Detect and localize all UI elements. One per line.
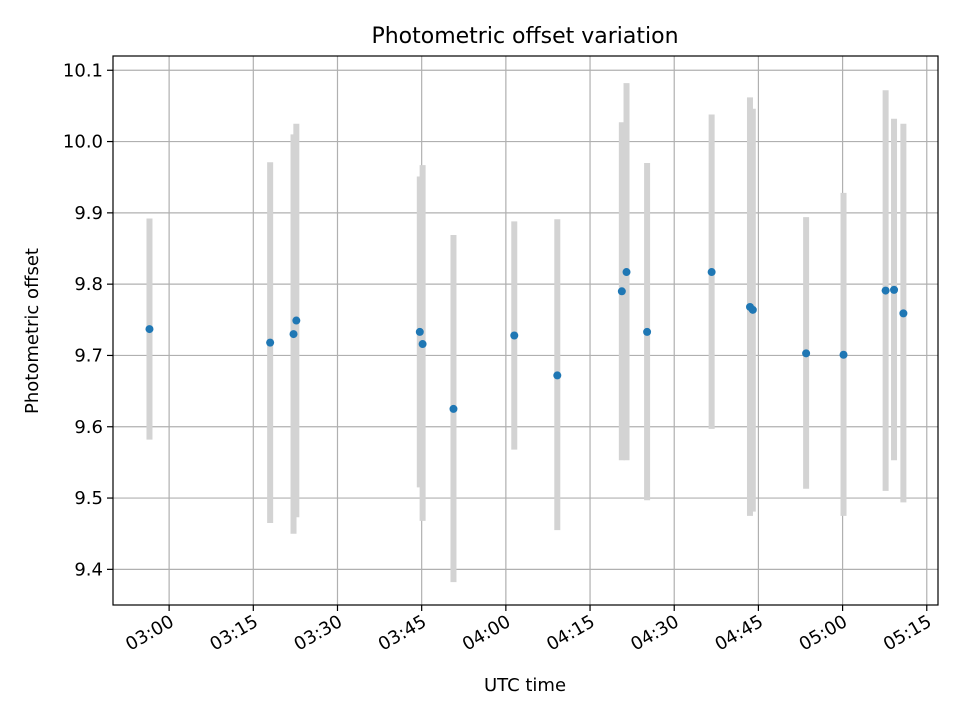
data-point [415, 327, 424, 336]
data-points [145, 268, 908, 413]
y-tick-label: 10.1 [63, 60, 103, 81]
data-point [748, 305, 757, 314]
data-point [289, 330, 298, 339]
data-point [622, 268, 631, 277]
data-point [890, 285, 899, 294]
y-tick-label: 9.5 [74, 488, 103, 509]
y-tick-label: 9.9 [74, 203, 103, 224]
data-point [839, 350, 848, 359]
chart-title: Photometric offset variation [371, 24, 678, 49]
x-axis-label: UTC time [484, 675, 566, 696]
data-point [707, 268, 716, 277]
data-point [617, 287, 626, 296]
plot-frame [112, 55, 939, 606]
data-point [292, 316, 301, 325]
y-tick-label: 10.0 [63, 132, 103, 153]
data-point [266, 338, 275, 347]
y-tick-label: 9.6 [74, 417, 103, 438]
grid [113, 56, 938, 605]
data-point [510, 331, 519, 340]
data-point [145, 325, 154, 334]
y-tick-label: 9.8 [74, 274, 103, 295]
y-axis-label: Photometric offset [22, 248, 43, 414]
data-point [643, 327, 652, 336]
data-point [449, 404, 458, 413]
data-point [899, 309, 908, 318]
data-point [802, 349, 811, 358]
data-point [881, 286, 890, 295]
y-tick-label: 9.4 [74, 559, 103, 580]
data-point [418, 340, 427, 349]
data-point [553, 371, 562, 380]
y-tick-label: 9.7 [74, 345, 103, 366]
